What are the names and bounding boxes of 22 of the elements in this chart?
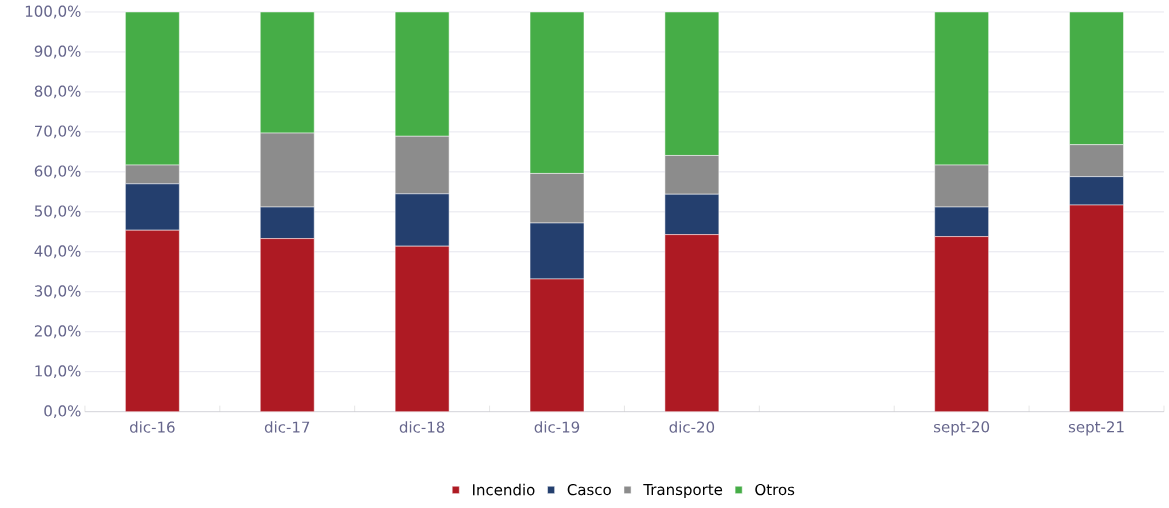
x-tick-label: sept-20 [934, 421, 990, 436]
y-tick-label: 10,0% [35, 365, 81, 379]
y-tick-label: 30,0% [34, 285, 81, 299]
x-tick-label: dic-20 [669, 421, 715, 433]
x-tick-label: dic-18 [399, 421, 445, 433]
y-tick-label: 20,0% [34, 325, 81, 339]
x-tick-label: dic-19 [534, 421, 580, 433]
y-tick-label: 100,0% [25, 5, 81, 19]
y-tick-label: 40,0% [34, 245, 81, 259]
x-tick-label: dic-16 [130, 421, 175, 433]
legend-label: Otros [755, 484, 795, 496]
legend-label: Incendio [473, 484, 535, 496]
y-tick-label: 70,0% [35, 125, 81, 139]
legend-label: Casco [567, 484, 611, 496]
legend-label: Transporte [643, 484, 723, 499]
y-tick-label: 60,0% [34, 165, 81, 179]
x-tick-label: dic-17 [264, 421, 310, 433]
y-tick-label: 50,0% [34, 205, 81, 219]
y-tick-label: 0,0% [44, 405, 81, 419]
y-tick-label: 90,0% [34, 45, 81, 59]
x-tick-label: sept-21 [1068, 421, 1124, 436]
y-tick-label: 80,0% [34, 85, 81, 99]
